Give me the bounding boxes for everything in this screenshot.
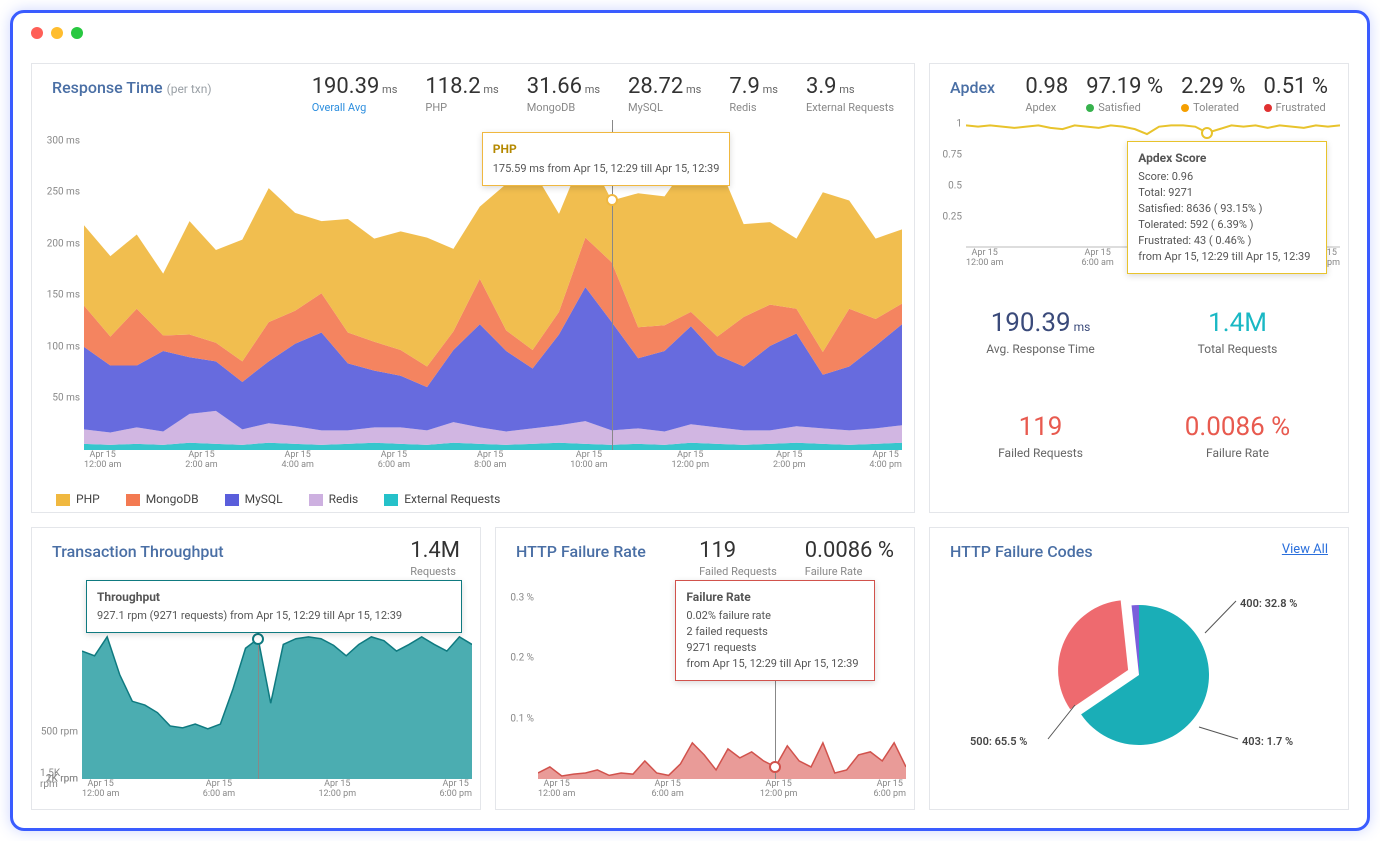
summary-cell: 119Failed Requests	[942, 400, 1139, 504]
pie-label: 500: 65.5 %	[970, 735, 1027, 748]
card-title: Transaction Throughput	[52, 542, 460, 561]
thr-chart[interactable]: 2K rpm1.5K rpm1K rpm500 rpm Throughput92…	[40, 580, 472, 799]
thr-kpis: 1.4M Requests	[410, 538, 460, 578]
plot-area[interactable]: Apdex ScoreScore: 0.96Total: 9271Satisfi…	[966, 118, 1340, 248]
x-axis: Apr 1512:00 amApr 156:00 amApr 1512:00 p…	[538, 779, 906, 799]
title-text: HTTP Failure Rate	[516, 542, 646, 561]
title-text: Transaction Throughput	[52, 542, 224, 561]
kpi: 0.98 Apdex	[1025, 74, 1068, 114]
x-axis: Apr 1512:00 amApr 152:00 amApr 154:00 am…	[84, 450, 902, 470]
kpi: 28.72 ms MySQL	[628, 74, 701, 114]
plot-area[interactable]: Failure Rate0.02% failure rate2 failed r…	[538, 580, 906, 779]
apdex-card: Apdex 0.98 Apdex 97.19 % Satisfied 2.29 % …	[929, 63, 1349, 513]
kpi: 118.2 ms PHP	[425, 74, 498, 114]
kpi: 0.0086 % Failure Rate	[805, 538, 894, 578]
legend-item[interactable]: MySQL	[225, 492, 283, 506]
rt-kpis: 190.39 ms Overall Avg 118.2 ms PHP 31.66 m…	[312, 74, 894, 114]
plot-area[interactable]: PHP175.59 ms from Apr 15, 12:29 till Apr…	[84, 120, 902, 450]
title-text: HTTP Failure Codes	[950, 542, 1093, 561]
app-frame: Response Time (per txn) 190.39 ms Overal…	[10, 10, 1370, 831]
y-axis: 300 ms250 ms200 ms150 ms100 ms50 ms	[44, 120, 84, 450]
throughput-card: Transaction Throughput 1.4M Requests 2K …	[31, 527, 481, 810]
rt-chart[interactable]: 300 ms250 ms200 ms150 ms100 ms50 ms PHP1…	[44, 120, 902, 470]
kpi: 3.9 ms External Requests	[806, 74, 894, 114]
summary-cell: 190.39 msAvg. Response Time	[942, 296, 1139, 400]
kpi: 97.19 % Satisfied	[1086, 74, 1163, 114]
legend-item[interactable]: PHP	[56, 492, 100, 506]
legend-item[interactable]: MongoDB	[126, 492, 199, 506]
x-axis: Apr 1512:00 amApr 156:00 amApr 1512:00 p…	[82, 779, 472, 799]
response-time-card: Response Time (per txn) 190.39 ms Overal…	[31, 63, 915, 513]
apdex-summary: 190.39 msAvg. Response Time1.4MTotal Req…	[942, 296, 1336, 504]
pie-chart[interactable]: 500: 65.5 % 400: 32.8 % 403: 1.7 %	[950, 577, 1328, 757]
y-axis: 0.3 %0.2 %0.1 %	[504, 580, 538, 779]
kpi: 119 Failed Requests	[699, 538, 777, 578]
title-sub: (per txn)	[167, 82, 212, 96]
legend-item[interactable]: Redis	[309, 492, 359, 506]
summary-cell: 0.0086 %Failure Rate	[1139, 400, 1336, 504]
plot-area[interactable]: Throughput927.1 rpm (9271 requests) from…	[82, 580, 472, 779]
kpi: 2.29 % Tolerated	[1181, 74, 1245, 114]
minimize-icon[interactable]	[51, 27, 63, 39]
kpi: 31.66 ms MongoDB	[527, 74, 600, 114]
kpi: 7.9 ms Redis	[729, 74, 778, 114]
y-axis: 2K rpm1.5K rpm1K rpm500 rpm	[40, 580, 82, 779]
kpi: 1.4M Requests	[410, 538, 460, 578]
dashboard: Response Time (per txn) 190.39 ms Overal…	[31, 63, 1349, 810]
apdex-chart[interactable]: 10.750.50.25 Apdex ScoreScore: 0.96Total…	[938, 118, 1340, 268]
title-text: Apdex	[950, 78, 995, 97]
kpi: 190.39 ms Overall Avg	[312, 74, 398, 114]
pie-label: 403: 1.7 %	[1242, 735, 1293, 748]
pie-label: 400: 32.8 %	[1240, 597, 1297, 610]
view-all-link[interactable]: View All	[1282, 542, 1328, 557]
y-axis: 10.750.50.25	[938, 118, 966, 248]
kpi: 0.51 % Frustrated	[1264, 74, 1328, 114]
legend: PHP MongoDB MySQL Redis External Requests	[56, 492, 500, 506]
maximize-icon[interactable]	[71, 27, 83, 39]
hfr-chart[interactable]: 0.3 %0.2 %0.1 % Failure Rate0.02% failur…	[504, 580, 906, 799]
window-controls	[13, 13, 1367, 53]
http-failure-codes-card: HTTP Failure Codes View All 500: 65.5 % 4…	[929, 527, 1349, 810]
close-icon[interactable]	[31, 27, 43, 39]
card-title: HTTP Failure Codes	[950, 542, 1328, 561]
http-failure-rate-card: HTTP Failure Rate 119 Failed Requests 0.0…	[495, 527, 915, 810]
apdex-kpis: 0.98 Apdex 97.19 % Satisfied 2.29 % Tolera…	[1025, 74, 1328, 114]
hfr-kpis: 119 Failed Requests 0.0086 % Failure Rate	[699, 538, 894, 578]
summary-cell: 1.4MTotal Requests	[1139, 296, 1336, 400]
legend-item[interactable]: External Requests	[384, 492, 500, 506]
title-text: Response Time	[52, 78, 163, 97]
